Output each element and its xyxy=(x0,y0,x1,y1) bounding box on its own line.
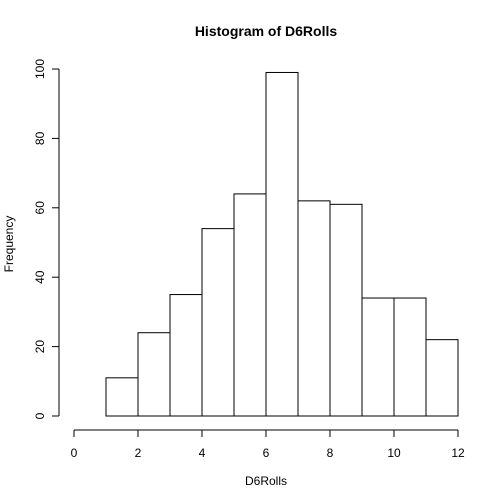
histogram-bar xyxy=(361,297,395,417)
histogram-bar xyxy=(425,339,459,417)
x-tick-label: 4 xyxy=(199,446,206,460)
y-axis: 0 20 40 60 80 100 xyxy=(33,59,60,419)
chart-title: Histogram of D6Rolls xyxy=(195,23,338,39)
histogram-bar xyxy=(233,193,267,417)
y-tick-label: 80 xyxy=(33,131,47,145)
histogram-bar xyxy=(169,294,203,417)
x-tick-label: 6 xyxy=(263,446,270,460)
x-axis-label: D6Rolls xyxy=(245,474,287,488)
x-axis: 0 2 4 6 8 10 12 xyxy=(71,429,465,460)
y-tick-label: 20 xyxy=(33,340,47,354)
x-tick-label: 2 xyxy=(135,446,142,460)
histogram-bar xyxy=(265,71,299,417)
histogram-bar xyxy=(297,200,331,417)
histogram-bar xyxy=(393,297,427,417)
y-tick-label: 100 xyxy=(33,59,47,79)
x-tick-label: 12 xyxy=(451,446,465,460)
x-tick-label: 10 xyxy=(387,446,401,460)
x-tick-label: 8 xyxy=(327,446,334,460)
x-tick-label: 0 xyxy=(71,446,78,460)
histogram-bar xyxy=(201,228,235,417)
histogram-bar xyxy=(329,203,363,417)
histogram-bar xyxy=(105,377,139,417)
bars-group xyxy=(105,71,459,417)
histogram-bar xyxy=(137,332,171,417)
y-tick-label: 60 xyxy=(33,201,47,215)
y-tick-label: 0 xyxy=(33,412,47,419)
y-axis-label: Frequency xyxy=(2,216,16,273)
y-tick-label: 40 xyxy=(33,270,47,284)
